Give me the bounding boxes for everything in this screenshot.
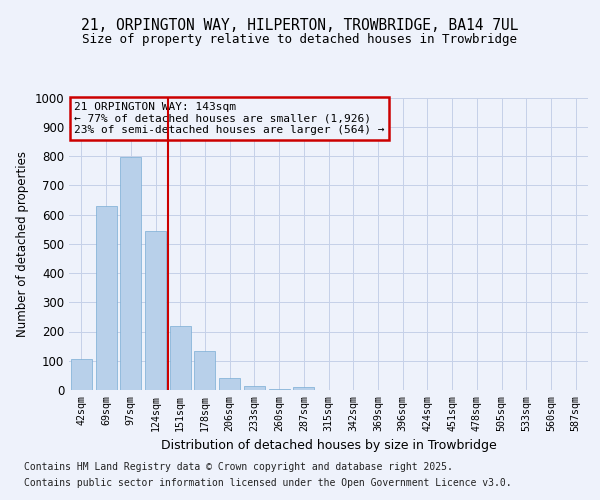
Bar [71,358,92,390]
Text: 21 ORPINGTON WAY: 143sqm
← 77% of detached houses are smaller (1,926)
23% of sem: 21 ORPINGTON WAY: 143sqm ← 77% of detach… [74,102,385,135]
Y-axis label: Number of detached properties: Number of detached properties [16,151,29,337]
Bar [194,350,215,390]
Text: 21, ORPINGTON WAY, HILPERTON, TROWBRIDGE, BA14 7UL: 21, ORPINGTON WAY, HILPERTON, TROWBRIDGE… [81,18,519,32]
Bar [293,387,314,390]
Bar [244,386,265,390]
Text: Contains public sector information licensed under the Open Government Licence v3: Contains public sector information licen… [24,478,512,488]
X-axis label: Distribution of detached houses by size in Trowbridge: Distribution of detached houses by size … [161,439,496,452]
Bar [170,326,191,390]
Bar [269,388,290,390]
Bar [120,158,141,390]
Text: Contains HM Land Registry data © Crown copyright and database right 2025.: Contains HM Land Registry data © Crown c… [24,462,453,472]
Bar [95,206,116,390]
Bar [219,378,240,390]
Text: Size of property relative to detached houses in Trowbridge: Size of property relative to detached ho… [83,32,517,46]
Bar [145,230,166,390]
